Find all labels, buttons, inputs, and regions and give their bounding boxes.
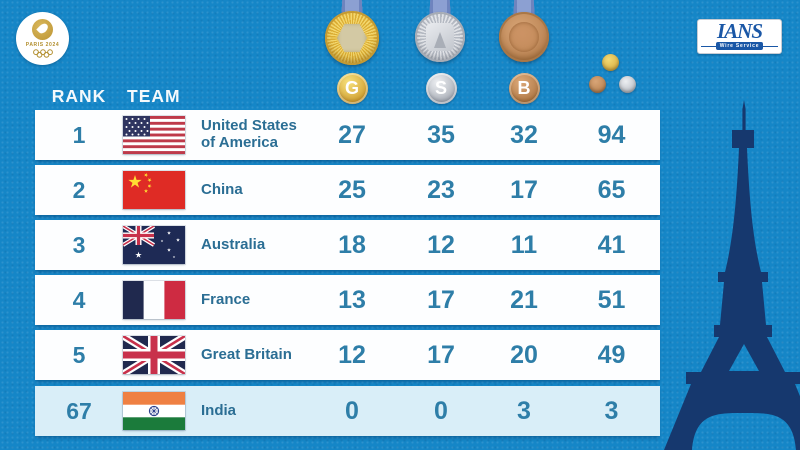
table-row-france: 4 France 13 17 21 51 xyxy=(35,275,660,325)
medal-table: 1 xyxy=(35,110,660,436)
country-name: India xyxy=(201,401,237,419)
usa-flag-icon xyxy=(123,116,185,154)
total-count: 51 xyxy=(597,285,626,314)
gold-count: 12 xyxy=(338,340,366,369)
gold-count: 27 xyxy=(338,120,366,149)
rank-column-header: RANK xyxy=(51,86,107,106)
country-name: United States of America xyxy=(201,117,297,151)
olympic-rings-icon xyxy=(32,49,53,58)
ians-logo: IANS Wire Service xyxy=(697,19,782,54)
country-name: Australia xyxy=(201,235,266,253)
france-flag-icon xyxy=(123,281,185,319)
gold-count: 13 xyxy=(338,285,366,314)
total-medals-column-icon xyxy=(589,53,637,97)
gold-count: 0 xyxy=(345,396,359,425)
bronze-dot-icon xyxy=(589,76,606,93)
ians-rule-right xyxy=(763,45,778,48)
rank-value: 2 xyxy=(72,176,86,203)
china-flag-icon xyxy=(123,171,185,209)
silver-count: 35 xyxy=(427,120,455,149)
rank-value: 4 xyxy=(72,286,86,313)
country-name: Great Britain xyxy=(201,345,292,363)
total-count: 94 xyxy=(597,120,626,149)
country-name: France xyxy=(201,290,251,308)
silver-count: 17 xyxy=(427,340,455,369)
bronze-count: 11 xyxy=(510,230,538,259)
table-row-india: 67 India 0 0 3 3 xyxy=(35,386,660,436)
total-count: 49 xyxy=(597,340,626,369)
rank-value: 5 xyxy=(72,341,86,368)
bronze-count: 21 xyxy=(510,285,538,314)
gold-count: 25 xyxy=(338,175,366,204)
silver-column-badge-icon: S xyxy=(425,73,457,104)
table-row-usa: 1 xyxy=(35,110,660,160)
table-row-australia: 3 xyxy=(35,220,660,270)
total-count: 65 xyxy=(597,175,626,204)
table-row-china: 2 China 25 23 17 65 xyxy=(35,165,660,215)
india-flag-icon xyxy=(123,392,185,430)
paris-flame-emblem-icon xyxy=(32,19,53,40)
table-header: RANK TEAM G S B xyxy=(35,70,660,106)
paris-2024-logo: PARIS 2024 xyxy=(16,12,69,65)
great-britain-flag-icon xyxy=(123,336,185,374)
total-count: 3 xyxy=(604,396,619,425)
table-row-great-britain: 5 Great Britain 12 17 20 49 xyxy=(35,330,660,380)
ians-logo-text: IANS xyxy=(716,18,763,43)
gold-dot-icon xyxy=(602,54,619,71)
team-column-header: TEAM xyxy=(127,86,181,106)
country-name: China xyxy=(201,180,243,198)
total-count: 41 xyxy=(597,230,626,259)
ians-tagline: Wire Service xyxy=(715,42,764,51)
silver-count: 17 xyxy=(427,285,455,314)
bronze-count: 3 xyxy=(517,396,531,425)
bronze-count: 20 xyxy=(510,340,538,369)
silver-count: 12 xyxy=(427,230,455,259)
bronze-count: 32 xyxy=(510,120,538,149)
rank-value: 1 xyxy=(72,121,86,148)
silver-count: 23 xyxy=(427,175,455,204)
bronze-count: 17 xyxy=(510,175,538,204)
rank-value: 3 xyxy=(72,231,86,258)
australia-flag-icon xyxy=(123,226,185,264)
bronze-column-badge-icon: B xyxy=(508,73,540,104)
gold-column-badge-icon: G xyxy=(336,73,368,104)
silver-count: 0 xyxy=(434,396,448,425)
paris-logo-text: PARIS 2024 xyxy=(25,42,60,48)
rank-value: 67 xyxy=(66,397,92,424)
silver-dot-icon xyxy=(619,76,636,93)
ians-rule-left xyxy=(701,45,716,48)
eiffel-tower-silhouette-icon xyxy=(664,100,800,450)
gold-count: 18 xyxy=(338,230,366,259)
